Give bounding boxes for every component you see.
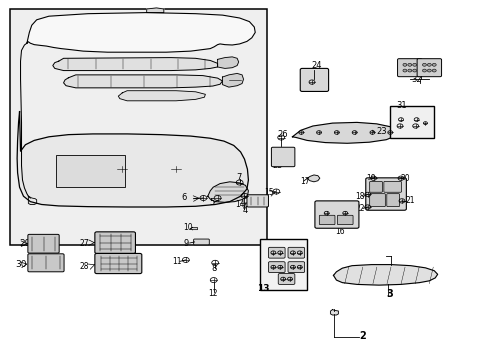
Circle shape: [431, 69, 435, 72]
FancyBboxPatch shape: [319, 215, 334, 225]
Polygon shape: [118, 91, 205, 101]
Polygon shape: [28, 196, 37, 204]
Polygon shape: [63, 75, 222, 88]
Text: 32: 32: [411, 75, 422, 84]
Text: 18: 18: [354, 192, 364, 201]
Bar: [260, 239, 306, 290]
Circle shape: [412, 63, 416, 66]
FancyBboxPatch shape: [369, 194, 385, 207]
Text: 3: 3: [386, 289, 393, 299]
Text: 8: 8: [211, 264, 216, 273]
Text: 22: 22: [354, 204, 364, 213]
FancyBboxPatch shape: [28, 254, 64, 272]
Circle shape: [427, 69, 430, 72]
Text: 21: 21: [405, 197, 414, 206]
FancyBboxPatch shape: [95, 253, 142, 274]
FancyBboxPatch shape: [28, 234, 59, 253]
FancyBboxPatch shape: [278, 274, 294, 284]
Text: 31: 31: [395, 101, 406, 110]
FancyBboxPatch shape: [193, 239, 209, 245]
Circle shape: [422, 69, 426, 72]
Circle shape: [407, 63, 411, 66]
Text: 9: 9: [183, 239, 189, 248]
Text: 28: 28: [79, 262, 88, 271]
Text: 4: 4: [243, 206, 248, 215]
Text: 12: 12: [208, 289, 217, 298]
FancyBboxPatch shape: [383, 181, 401, 192]
FancyBboxPatch shape: [314, 201, 358, 228]
Text: 19: 19: [365, 174, 375, 183]
Polygon shape: [146, 8, 163, 13]
FancyBboxPatch shape: [386, 194, 399, 207]
Polygon shape: [207, 182, 248, 202]
Text: 1: 1: [126, 248, 134, 258]
FancyBboxPatch shape: [268, 262, 285, 273]
Text: 5: 5: [209, 198, 215, 207]
Polygon shape: [17, 112, 248, 207]
Polygon shape: [306, 175, 319, 182]
FancyBboxPatch shape: [287, 262, 304, 273]
Polygon shape: [53, 58, 217, 71]
Text: 10: 10: [183, 224, 192, 233]
Text: 14: 14: [234, 201, 244, 210]
Text: 30: 30: [16, 260, 27, 269]
Bar: [389, 106, 433, 138]
Circle shape: [407, 69, 411, 72]
FancyBboxPatch shape: [268, 247, 285, 258]
Text: 16: 16: [334, 227, 344, 236]
Text: 7: 7: [236, 173, 242, 182]
Polygon shape: [292, 122, 396, 143]
FancyBboxPatch shape: [365, 178, 406, 210]
Polygon shape: [330, 310, 338, 315]
FancyBboxPatch shape: [246, 195, 268, 207]
Text: 6: 6: [181, 193, 186, 202]
FancyBboxPatch shape: [337, 215, 352, 225]
Text: 27: 27: [79, 239, 89, 248]
FancyBboxPatch shape: [369, 181, 382, 192]
Circle shape: [402, 69, 406, 72]
Polygon shape: [333, 265, 437, 285]
Text: 29: 29: [20, 239, 31, 248]
Circle shape: [431, 63, 435, 66]
Text: 25: 25: [272, 161, 283, 170]
Polygon shape: [217, 57, 238, 68]
Bar: [56, 155, 124, 187]
Text: 17: 17: [300, 177, 309, 186]
Text: 23: 23: [376, 127, 386, 136]
Text: 11: 11: [172, 257, 181, 266]
FancyBboxPatch shape: [287, 247, 304, 258]
Text: 13: 13: [257, 284, 269, 293]
FancyBboxPatch shape: [416, 59, 441, 77]
Circle shape: [422, 63, 426, 66]
FancyBboxPatch shape: [397, 59, 421, 77]
Text: 26: 26: [277, 130, 288, 139]
Circle shape: [402, 63, 406, 66]
Text: 2: 2: [359, 331, 366, 341]
Polygon shape: [222, 73, 243, 87]
FancyBboxPatch shape: [95, 232, 135, 253]
Bar: [10, 9, 266, 245]
FancyBboxPatch shape: [271, 147, 294, 167]
FancyBboxPatch shape: [300, 68, 328, 91]
Polygon shape: [27, 13, 255, 52]
Text: 24: 24: [310, 62, 321, 71]
FancyArrow shape: [190, 227, 197, 230]
Circle shape: [427, 63, 430, 66]
Circle shape: [412, 69, 416, 72]
Text: 20: 20: [400, 174, 410, 183]
Text: 15: 15: [264, 188, 273, 197]
